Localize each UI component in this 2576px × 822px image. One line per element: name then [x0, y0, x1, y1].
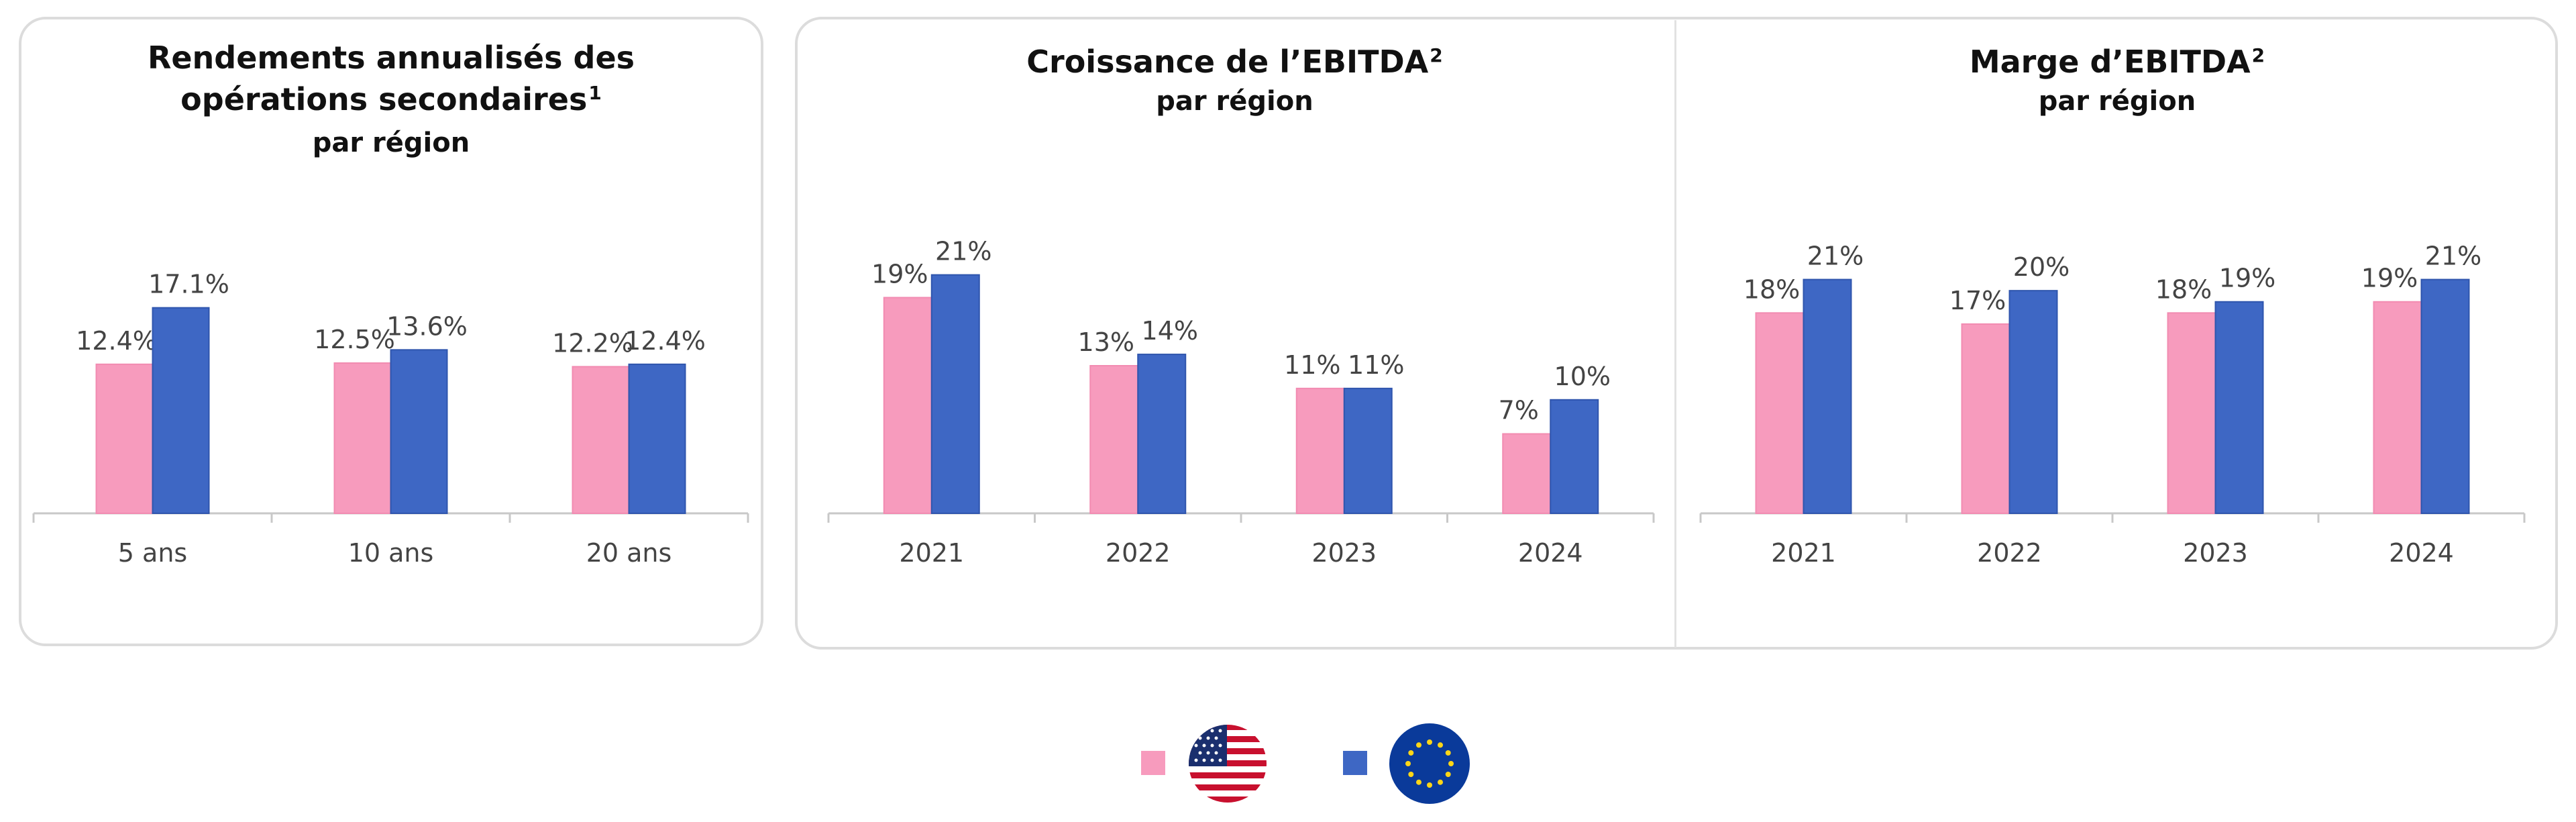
margin-data-label-us: 19% — [2361, 264, 2418, 293]
returns-data-label-eu: 17.1% — [148, 270, 229, 299]
ebitda-growth-title: Croissance de l’EBITDA2 — [795, 41, 1674, 83]
growth-category-label: 2023 — [1311, 538, 1377, 568]
margin-data-label-eu: 21% — [1807, 242, 1864, 271]
growth-data-label-us: 19% — [871, 259, 928, 289]
margin-data-label-eu: 19% — [2219, 264, 2275, 293]
ebitda-margin-title-text: Marge d’EBITDA — [1969, 44, 2251, 80]
growth-bar-us — [1089, 365, 1139, 514]
growth-data-label-us: 13% — [1078, 327, 1134, 357]
returns-chart-subtitle: par région — [312, 127, 470, 158]
margin-data-label-eu: 21% — [2425, 242, 2481, 271]
returns-data-label-us: 12.2% — [552, 328, 633, 358]
ebitda-margin-title: Marge d’EBITDA2 — [1676, 41, 2558, 83]
panel-divider — [1674, 20, 1676, 648]
growth-category-label: 2024 — [1518, 538, 1583, 568]
growth-bar-eu — [1343, 387, 1393, 514]
ebitda-growth-title-text: Croissance de l’EBITDA — [1026, 44, 1429, 80]
growth-category-label: 2022 — [1106, 538, 1171, 568]
returns-title-line2: opérations secondaires — [180, 81, 588, 117]
growth-data-label-us: 11% — [1284, 350, 1340, 380]
ebitda-margin-subtitle: par région — [2038, 86, 2196, 117]
margin-bar-us — [2373, 301, 2422, 514]
returns-bar-us — [572, 366, 630, 515]
returns-category-label: 20 ans — [586, 538, 672, 568]
returns-bar-eu — [152, 307, 210, 514]
returns-bar-us — [95, 363, 154, 514]
growth-bar-eu — [1137, 354, 1187, 514]
returns-title-line1: Rendements annualisés des — [147, 40, 635, 76]
growth-data-label-eu: 10% — [1554, 362, 1611, 391]
margin-bar-eu — [2008, 290, 2058, 514]
growth-bar-eu — [930, 274, 980, 514]
returns-data-label-us: 12.5% — [314, 325, 395, 354]
growth-data-label-eu: 14% — [1142, 316, 1198, 346]
growth-category-label: 2021 — [899, 538, 964, 568]
returns-title-footnote: 1 — [588, 81, 602, 104]
margin-bar-us — [1961, 323, 2010, 514]
growth-bar-us — [883, 297, 932, 514]
margin-data-label-us: 17% — [1949, 286, 2006, 315]
returns-chart-title: Rendements annualisés des opérations sec… — [19, 37, 763, 120]
returns-bar-eu — [390, 349, 448, 514]
margin-category-label: 2022 — [1977, 538, 2042, 568]
returns-category-label: 10 ans — [348, 538, 434, 568]
returns-category-label: 5 ans — [118, 538, 187, 568]
legend-swatch-eu — [1343, 751, 1367, 775]
legend-swatch-us — [1141, 751, 1165, 775]
margin-data-label-us: 18% — [1743, 274, 1800, 304]
returns-data-label-eu: 12.4% — [625, 326, 706, 356]
margin-bar-eu — [2420, 278, 2470, 514]
returns-bar-us — [333, 362, 392, 515]
margin-bar-us — [1755, 312, 1805, 514]
margin-data-label-us: 18% — [2155, 274, 2212, 304]
growth-data-label-us: 7% — [1499, 396, 1539, 425]
returns-data-label-us: 12.4% — [76, 326, 157, 356]
ebitda-growth-title-footnote: 2 — [1430, 44, 1443, 66]
returns-bar-eu — [628, 363, 686, 514]
growth-bar-eu — [1550, 399, 1599, 514]
returns-data-label-eu: 13.6% — [386, 311, 468, 341]
margin-category-label: 2024 — [2389, 538, 2454, 568]
margin-bar-us — [2167, 312, 2216, 514]
margin-category-label: 2021 — [1771, 538, 1836, 568]
ebitda-charts-card — [795, 17, 2558, 650]
growth-data-label-eu: 21% — [935, 237, 991, 266]
margin-category-label: 2023 — [2183, 538, 2248, 568]
eu-flag-icon — [1389, 723, 1470, 804]
growth-bar-us — [1502, 433, 1552, 514]
ebitda-margin-title-footnote: 2 — [2251, 44, 2265, 66]
returns-chart-card — [19, 17, 763, 646]
margin-bar-eu — [2214, 301, 2264, 514]
margin-bar-eu — [1803, 278, 1852, 514]
ebitda-growth-subtitle: par région — [1156, 86, 1313, 117]
us-flag-icon — [1189, 725, 1267, 803]
growth-data-label-eu: 11% — [1348, 350, 1404, 380]
margin-data-label-eu: 20% — [2013, 252, 2070, 282]
